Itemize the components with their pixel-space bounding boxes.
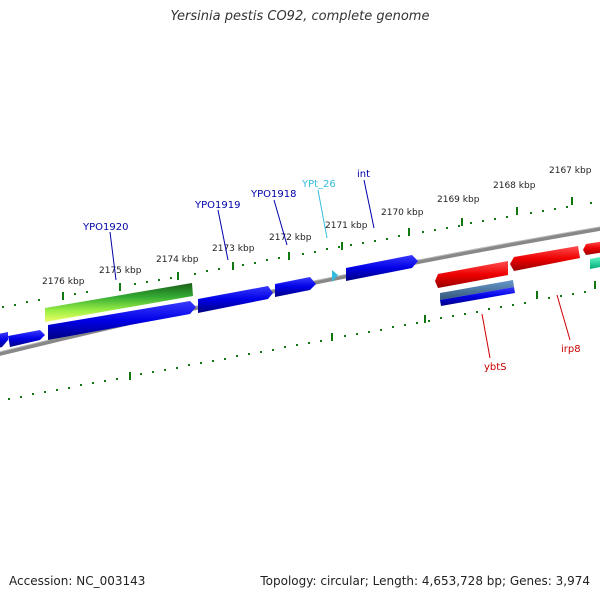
cds-feature[interactable] bbox=[440, 280, 514, 300]
cds-feature[interactable] bbox=[583, 241, 600, 255]
gene-label-YPt_26[interactable]: YPt_26 bbox=[301, 179, 336, 190]
cds-feature[interactable] bbox=[510, 246, 580, 271]
gene-label-YPO1919[interactable]: YPO1919 bbox=[194, 200, 240, 211]
scale-label-2173: 2173 kbp bbox=[212, 244, 255, 254]
scale-label-2167: 2167 kbp bbox=[549, 166, 592, 176]
cds-feature[interactable] bbox=[590, 256, 600, 269]
scale-label-2170: 2170 kbp bbox=[381, 208, 424, 218]
outer-dotted-track bbox=[2, 202, 592, 308]
scale-label-2176: 2176 kbp bbox=[42, 277, 85, 287]
accession-text: Accession: NC_003143 bbox=[9, 574, 146, 588]
cds-feature[interactable] bbox=[275, 277, 316, 297]
scale-label-2171: 2171 kbp bbox=[325, 221, 368, 231]
gene-label-YPO1918[interactable]: YPO1918 bbox=[250, 189, 296, 200]
scale-label-2169: 2169 kbp bbox=[437, 195, 480, 205]
cds-feature[interactable] bbox=[346, 255, 418, 281]
gene-label-YPO1920[interactable]: YPO1920 bbox=[82, 222, 128, 233]
scale-label-2174: 2174 kbp bbox=[156, 255, 199, 265]
cds-feature[interactable] bbox=[48, 301, 196, 340]
trna-feature[interactable] bbox=[332, 270, 338, 282]
scale-label-2168: 2168 kbp bbox=[493, 181, 536, 191]
gene-label-ybtS[interactable]: ybtS bbox=[484, 362, 507, 373]
label-leaders bbox=[109, 179, 571, 359]
scale-label-2172: 2172 kbp bbox=[269, 233, 312, 243]
cds-feature[interactable] bbox=[440, 287, 515, 306]
cds-feature[interactable] bbox=[0, 332, 8, 348]
gene-label-irp8[interactable]: irp8 bbox=[561, 344, 581, 355]
cds-feature[interactable] bbox=[435, 261, 508, 288]
cds-feature-green[interactable] bbox=[45, 283, 193, 322]
inner-track-major-ticks bbox=[129, 281, 596, 380]
reverse-strand-features bbox=[435, 241, 600, 306]
genome-summary-text: Topology: circular; Length: 4,653,728 bp… bbox=[260, 574, 590, 588]
gene-label-int[interactable]: int bbox=[357, 169, 370, 180]
map-title: Yersinia pestis CO92, complete genome bbox=[170, 9, 430, 24]
cds-feature[interactable] bbox=[198, 286, 273, 313]
forward-strand-features bbox=[0, 255, 418, 348]
inner-dotted-track bbox=[8, 291, 586, 400]
scale-label-2175: 2175 kbp bbox=[99, 266, 142, 276]
cds-feature[interactable] bbox=[8, 330, 45, 347]
outer-track-major-ticks bbox=[62, 197, 573, 300]
